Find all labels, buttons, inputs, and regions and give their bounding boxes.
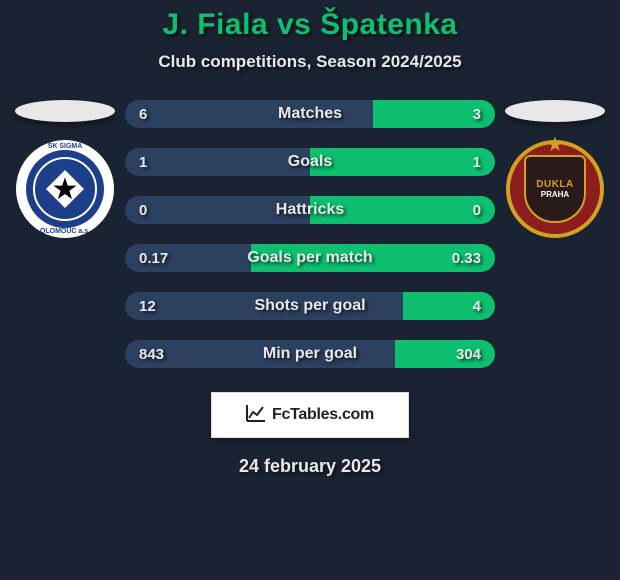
star-icon: ★ [546, 132, 564, 157]
sigma-ring-text-bottom: OLOMOUC a.s. [40, 228, 90, 235]
right-club-column: ★ DUKLA PRAHA [495, 100, 615, 238]
comparison-card: J. Fiala vs Špatenka Club competitions, … [0, 0, 620, 477]
page-title: J. Fiala vs Špatenka [0, 8, 620, 42]
subtitle: Club competitions, Season 2024/2025 [0, 52, 620, 72]
stat-value-left: 0.17 [139, 250, 168, 267]
stat-row: Hattricks 0 0 [125, 196, 495, 224]
stat-label: Min per goal [263, 345, 357, 363]
dukla-label: DUKLA [536, 179, 574, 190]
ellipse-highlight-left [15, 100, 115, 122]
stat-label: Shots per goal [254, 297, 365, 315]
bar-right [310, 148, 495, 176]
stat-value-left: 843 [139, 346, 164, 363]
stat-row: Goals per match 0.17 0.33 [125, 244, 495, 272]
comparison-date: 24 february 2025 [0, 456, 620, 477]
stat-row: Goals 1 1 [125, 148, 495, 176]
stat-value-left: 0 [139, 202, 147, 219]
sigma-inner-circle: ★ [26, 150, 104, 228]
stat-label: Hattricks [276, 201, 344, 219]
stat-label: Goals per match [247, 249, 372, 267]
stat-label: Goals [288, 153, 332, 171]
ellipse-highlight-right [505, 100, 605, 122]
bar-left [125, 148, 310, 176]
left-club-logo: SK SIGMA ★ OLOMOUC a.s. [16, 140, 114, 238]
stat-label: Matches [278, 105, 342, 123]
stat-row: Matches 6 3 [125, 100, 495, 128]
chart-icon [246, 404, 266, 427]
stat-value-right: 304 [456, 346, 481, 363]
stat-value-left: 1 [139, 154, 147, 171]
watermark-text: FcTables.com [272, 406, 374, 424]
stat-value-right: 3 [473, 106, 481, 123]
stat-value-left: 6 [139, 106, 147, 123]
bar-right [403, 292, 496, 320]
sigma-ring-text-top: SK SIGMA [48, 143, 83, 150]
stat-value-right: 0 [473, 202, 481, 219]
stat-value-right: 1 [473, 154, 481, 171]
dukla-sublabel: PRAHA [541, 190, 569, 199]
stat-row: Shots per goal 12 4 [125, 292, 495, 320]
watermark-badge: FcTables.com [211, 392, 409, 438]
main-row: SK SIGMA ★ OLOMOUC a.s. Matches 6 3 Goals 1 1… [0, 100, 620, 368]
stat-value-left: 12 [139, 298, 156, 315]
left-club-column: SK SIGMA ★ OLOMOUC a.s. [5, 100, 125, 238]
stat-row: Min per goal 843 304 [125, 340, 495, 368]
dukla-shield: DUKLA PRAHA [524, 155, 586, 223]
stat-value-right: 4 [473, 298, 481, 315]
stat-bars: Matches 6 3 Goals 1 1 Hattricks 0 0 Goals per mat… [125, 100, 495, 368]
star-icon: ★ [46, 170, 84, 208]
stat-value-right: 0.33 [452, 250, 481, 267]
right-club-logo: ★ DUKLA PRAHA [506, 140, 604, 238]
